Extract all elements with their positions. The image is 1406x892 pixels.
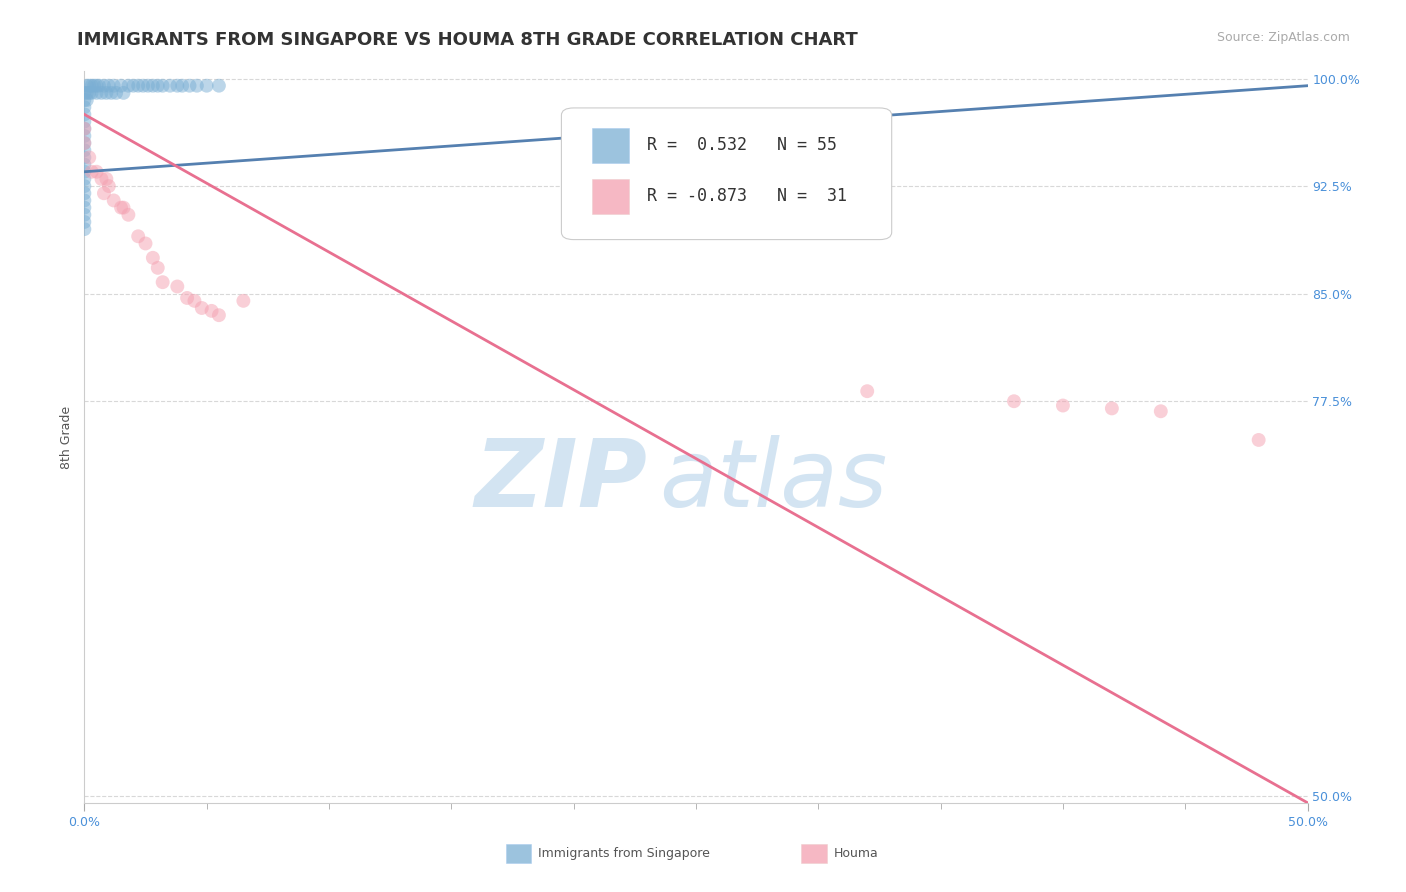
Point bbox=[103, 194, 125, 208]
Point bbox=[142, 251, 165, 265]
Text: IMMIGRANTS FROM SINGAPORE VS HOUMA 8TH GRADE CORRELATION CHART: IMMIGRANTS FROM SINGAPORE VS HOUMA 8TH G… bbox=[77, 31, 858, 49]
Point bbox=[96, 86, 118, 100]
Point bbox=[90, 172, 112, 186]
Y-axis label: 8th Grade: 8th Grade bbox=[60, 406, 73, 468]
Point bbox=[77, 150, 100, 164]
Point bbox=[73, 107, 96, 121]
Point bbox=[76, 86, 98, 100]
Point bbox=[73, 179, 96, 194]
Text: R = -0.873   N =  31: R = -0.873 N = 31 bbox=[647, 187, 846, 205]
Point bbox=[87, 78, 110, 93]
Point bbox=[208, 78, 231, 93]
Point bbox=[77, 86, 100, 100]
Point bbox=[103, 78, 125, 93]
Point bbox=[176, 291, 198, 305]
Point bbox=[73, 121, 96, 136]
Point bbox=[73, 136, 96, 150]
Point bbox=[73, 215, 96, 229]
Point bbox=[73, 158, 96, 172]
Point bbox=[179, 78, 201, 93]
Point bbox=[93, 78, 115, 93]
Point bbox=[86, 78, 108, 93]
Point bbox=[172, 78, 194, 93]
Text: R =  0.532   N = 55: R = 0.532 N = 55 bbox=[647, 136, 837, 154]
Point bbox=[132, 78, 155, 93]
Point bbox=[1247, 433, 1270, 447]
Point bbox=[73, 172, 96, 186]
Point bbox=[73, 165, 96, 179]
Point bbox=[112, 201, 135, 215]
Point bbox=[93, 186, 115, 201]
Point bbox=[76, 93, 98, 107]
Point bbox=[200, 304, 222, 318]
Point bbox=[73, 222, 96, 236]
Point bbox=[1002, 394, 1025, 409]
Bar bbox=[592, 179, 628, 214]
Point bbox=[110, 78, 132, 93]
Point bbox=[73, 121, 96, 136]
Point bbox=[166, 78, 188, 93]
Point bbox=[136, 78, 159, 93]
Text: ZIP: ZIP bbox=[474, 435, 647, 527]
Point bbox=[73, 93, 96, 107]
Point bbox=[86, 165, 108, 179]
Point bbox=[191, 301, 214, 315]
Point bbox=[232, 293, 254, 308]
Point bbox=[86, 86, 108, 100]
Point bbox=[73, 194, 96, 208]
Point bbox=[146, 260, 169, 275]
Point bbox=[73, 86, 96, 100]
Point bbox=[80, 86, 103, 100]
Point bbox=[152, 78, 174, 93]
FancyBboxPatch shape bbox=[561, 108, 891, 240]
Point bbox=[117, 78, 139, 93]
Point bbox=[1101, 401, 1123, 416]
Point bbox=[1052, 399, 1074, 413]
Point bbox=[186, 78, 208, 93]
Point bbox=[1150, 404, 1173, 418]
Point bbox=[80, 165, 103, 179]
Point bbox=[76, 78, 98, 93]
Point bbox=[83, 78, 105, 93]
Point bbox=[73, 143, 96, 157]
Point bbox=[73, 136, 96, 150]
Point bbox=[105, 86, 128, 100]
Point bbox=[73, 150, 96, 164]
Point bbox=[135, 236, 157, 251]
Point bbox=[195, 78, 218, 93]
Text: Immigrants from Singapore: Immigrants from Singapore bbox=[538, 847, 710, 860]
Point bbox=[110, 201, 132, 215]
Point bbox=[112, 86, 135, 100]
Point bbox=[73, 201, 96, 215]
Point bbox=[127, 78, 149, 93]
Point bbox=[166, 279, 188, 293]
Point bbox=[73, 208, 96, 222]
Point bbox=[97, 179, 120, 194]
Point bbox=[96, 172, 118, 186]
Text: atlas: atlas bbox=[659, 435, 887, 526]
Point bbox=[856, 384, 879, 399]
Point bbox=[73, 114, 96, 128]
Point bbox=[90, 86, 112, 100]
Point bbox=[117, 208, 139, 222]
Point bbox=[127, 229, 149, 244]
Point bbox=[122, 78, 145, 93]
Point bbox=[142, 78, 165, 93]
Text: Source: ZipAtlas.com: Source: ZipAtlas.com bbox=[1216, 31, 1350, 45]
Point bbox=[100, 86, 122, 100]
Bar bbox=[592, 128, 628, 163]
Point bbox=[159, 78, 181, 93]
Point bbox=[80, 78, 103, 93]
Point bbox=[208, 308, 231, 322]
Point bbox=[73, 186, 96, 201]
Point bbox=[183, 293, 205, 308]
Point bbox=[146, 78, 169, 93]
Point bbox=[77, 78, 100, 93]
Point bbox=[73, 100, 96, 114]
Point bbox=[97, 78, 120, 93]
Text: Houma: Houma bbox=[834, 847, 879, 860]
Point bbox=[73, 128, 96, 143]
Point bbox=[152, 275, 174, 289]
